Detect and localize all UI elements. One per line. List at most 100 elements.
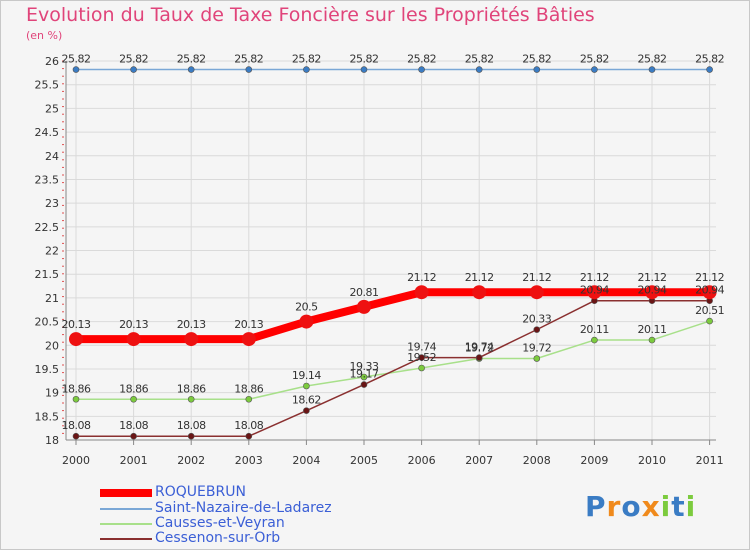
data-point — [245, 66, 253, 73]
data-label: 20.13 — [62, 318, 91, 331]
data-point — [187, 432, 195, 440]
series-line-roquebrun — [76, 288, 710, 344]
series-line-causses-et-veyran — [76, 320, 710, 401]
logo-letter: i — [685, 490, 697, 523]
data-point — [475, 66, 483, 73]
data-label: 25.82 — [234, 53, 263, 66]
data-point — [357, 299, 371, 314]
logo-letter: P — [585, 490, 607, 523]
data-point — [130, 395, 137, 403]
data-label: 20.5 — [295, 301, 318, 314]
data-label: 25.82 — [465, 53, 494, 66]
x-tick-label: 2001 — [120, 454, 148, 467]
data-point — [360, 381, 368, 388]
data-point — [360, 66, 368, 73]
data-point — [706, 66, 713, 73]
data-label: 25.82 — [292, 53, 321, 66]
logo-letter: x — [641, 490, 661, 523]
x-tick-label: 2004 — [292, 454, 320, 467]
data-label: 25.82 — [407, 53, 436, 66]
data-point — [303, 66, 310, 73]
x-tick-label: 2000 — [62, 454, 90, 467]
data-point — [360, 373, 368, 381]
data-label: 20.94 — [580, 284, 609, 297]
data-point — [245, 432, 253, 440]
data-point — [591, 66, 598, 73]
legend-label: Cessenon-sur-Orb — [155, 530, 281, 546]
data-label: 20.13 — [234, 318, 263, 331]
y-tick-label: 20.5 — [35, 316, 60, 329]
data-label: 20.11 — [580, 323, 609, 336]
y-tick-label: 25 — [45, 102, 59, 115]
data-point — [72, 432, 80, 440]
data-point — [187, 66, 195, 73]
data-label: 19.17 — [350, 368, 379, 381]
x-tick-label: 2010 — [638, 454, 666, 467]
x-tick-label: 2006 — [408, 454, 436, 467]
logo-letter: t — [671, 490, 686, 523]
data-label: 25.82 — [350, 53, 379, 66]
data-label: 25.82 — [580, 53, 609, 66]
unit-label: (en %) — [26, 29, 63, 42]
data-point — [587, 285, 602, 300]
data-point — [648, 66, 656, 73]
data-label: 21.12 — [407, 271, 436, 284]
data-label: 18.86 — [234, 382, 263, 395]
data-point — [245, 395, 253, 403]
data-label: 18.08 — [62, 419, 91, 432]
x-tick-label: 2003 — [235, 454, 263, 467]
data-point — [241, 332, 256, 347]
y-tick-label: 25.5 — [35, 79, 60, 92]
data-label: 20.94 — [638, 284, 667, 297]
data-label: 21.12 — [638, 271, 667, 284]
y-tick-label: 18.5 — [35, 410, 60, 423]
y-tick-label: 19 — [45, 387, 59, 400]
data-point — [303, 407, 310, 414]
y-tick-label: 19.5 — [35, 363, 60, 376]
legend-swatch — [100, 523, 152, 525]
data-label: 18.08 — [177, 419, 206, 432]
y-tick-label: 23 — [45, 197, 59, 210]
y-tick-label: 22.5 — [35, 221, 60, 234]
data-label: 19.52 — [407, 351, 436, 364]
data-point — [475, 354, 483, 361]
data-label: 21.12 — [695, 271, 724, 284]
legend-label: ROQUEBRUN — [155, 484, 246, 500]
legend-label: Causses-et-Veyran — [155, 515, 285, 531]
data-point — [648, 336, 656, 344]
data-label: 18.08 — [119, 419, 148, 432]
data-point — [184, 332, 199, 347]
x-tick-label: 2002 — [177, 454, 205, 467]
y-tick-label: 26 — [45, 55, 59, 68]
data-point — [472, 285, 487, 300]
y-tick-label: 21 — [45, 292, 59, 305]
x-tick-label: 2007 — [465, 454, 493, 467]
data-label: 19.14 — [292, 369, 321, 382]
y-tick-label: 24.5 — [35, 126, 60, 139]
data-label: 19.33 — [350, 360, 379, 373]
x-tick-label: 2008 — [523, 454, 551, 467]
legend-swatch — [100, 489, 152, 497]
data-point — [591, 336, 598, 344]
data-point — [533, 355, 541, 362]
y-tick-label: 20 — [45, 339, 59, 352]
data-label: 19.72 — [522, 342, 551, 355]
data-point — [645, 285, 659, 300]
data-label: 20.51 — [695, 304, 724, 317]
data-point — [414, 285, 429, 300]
data-label: 18.86 — [177, 382, 206, 395]
logo-letter: i — [660, 490, 672, 523]
data-point — [702, 285, 717, 300]
data-point — [72, 395, 80, 403]
legend-swatch — [100, 538, 152, 540]
data-point — [126, 332, 141, 347]
chart-title: Evolution du Taux de Taxe Foncière sur l… — [26, 4, 595, 26]
data-label: 20.13 — [119, 318, 148, 331]
data-label: 18.86 — [62, 382, 91, 395]
data-label: 19.74 — [465, 341, 494, 354]
data-point — [533, 66, 541, 73]
y-tick-label: 21.5 — [35, 268, 60, 281]
data-label: 18.08 — [234, 419, 263, 432]
data-point — [418, 364, 425, 372]
